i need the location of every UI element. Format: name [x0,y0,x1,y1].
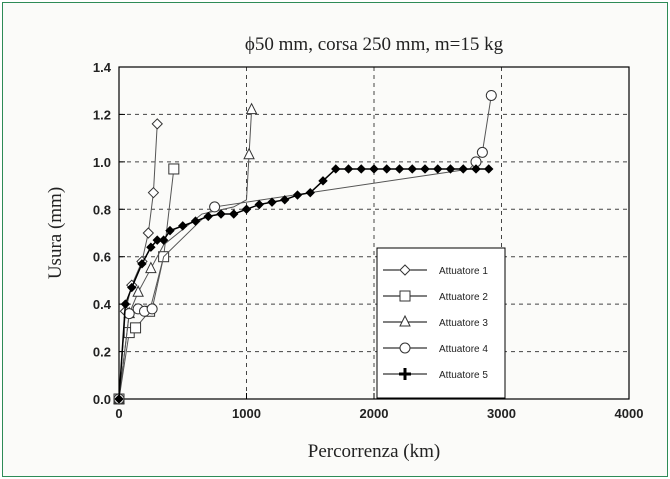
y-tick-label: 0.2 [93,345,111,360]
data-point [152,235,162,245]
data-point [433,164,443,174]
legend-box [376,247,506,399]
legend-marker [399,368,411,380]
data-point [280,195,290,205]
legend-label: Attuatore 5 [439,370,488,381]
legend-item: Attuatore 3 [383,314,488,329]
y-tick-label: 1.0 [93,155,111,170]
data-point [209,201,221,213]
legend-label: Attuatore 4 [439,344,488,355]
data-point [394,164,405,174]
series-2 [113,163,180,405]
data-point [382,164,392,174]
series-5 [114,164,494,404]
data-point [245,102,258,115]
data-point [229,209,239,219]
data-point [151,118,163,130]
x-tick-label: 3000 [487,406,516,421]
x-axis-title: Percorrenza (km) [308,441,440,462]
data-point [127,282,137,293]
chart: 0 1000 2000 3000 4000 0.0 0.2 0.4 0.6 0.8 1.0 1.2 1.… [45,34,644,462]
data-point [407,164,417,174]
legend-label: Attuatore 1 [439,266,488,277]
series-layer [113,89,497,405]
data-point [331,164,341,174]
data-point [445,164,456,174]
data-point [132,285,144,297]
legend-item: Attuatore 4 [383,342,488,355]
y-tick-label: 1.2 [93,107,111,122]
data-point [241,204,252,214]
data-point [485,89,497,101]
legend: Attuatore 1 Attuatore 2 Attuatore 3 Attuato… [376,247,506,399]
data-point [420,164,430,174]
data-point [147,186,160,199]
x-tick-label: 0 [115,406,122,421]
y-tick-label: 0.6 [93,250,111,265]
chart-title: ϕ50 mm, corsa 250 mm, m=15 kg [245,34,504,55]
data-point [190,216,201,226]
data-point [243,147,255,160]
y-tick-label: 0.4 [93,297,112,312]
data-point [292,190,303,200]
legend-marker [399,264,411,276]
data-point [203,211,213,222]
axis-ticks: 0 1000 2000 3000 4000 0.0 0.2 0.4 0.6 0.8 1.0 1.2 1.… [93,60,644,421]
data-point [142,227,155,239]
legend-label: Attuatore 2 [439,292,488,303]
series-3 [113,102,258,404]
data-point [343,164,354,174]
legend-label: Attuatore 3 [439,318,488,329]
data-point [476,146,488,158]
legend-item: Attuatore 2 [383,290,488,303]
data-point [158,235,169,245]
data-point [254,199,264,210]
data-point [145,261,157,274]
y-tick-label: 0.8 [93,202,111,217]
data-point [168,163,180,175]
legend-marker [399,342,411,354]
grid-lines [119,67,629,399]
y-tick-label: 0.0 [93,392,111,407]
data-point [114,394,124,404]
data-point [146,303,158,315]
data-point [120,299,131,309]
data-point [484,164,494,174]
legend-marker [399,314,411,327]
data-point [146,242,156,252]
data-point [137,259,147,269]
x-tick-label: 2000 [360,406,389,421]
legend-marker [399,290,411,302]
y-tick-label: 1.4 [93,60,112,75]
data-point [318,176,328,186]
data-point [165,225,175,236]
series-line [118,168,175,400]
series-4 [113,89,497,405]
x-tick-label: 4000 [615,406,644,421]
legend-item: Attuatore 1 [383,264,488,277]
data-point [471,164,481,174]
data-point [216,209,226,219]
data-point [178,221,188,231]
data-point [267,197,277,207]
data-point [458,164,468,174]
data-point [356,164,366,174]
series-line [118,109,253,400]
data-point [130,322,142,334]
data-point [369,164,379,174]
y-axis-title: Usura (mm) [45,187,66,279]
data-point [305,187,315,198]
x-tick-label: 1000 [232,406,261,421]
legend-item: Attuatore 5 [383,368,488,381]
